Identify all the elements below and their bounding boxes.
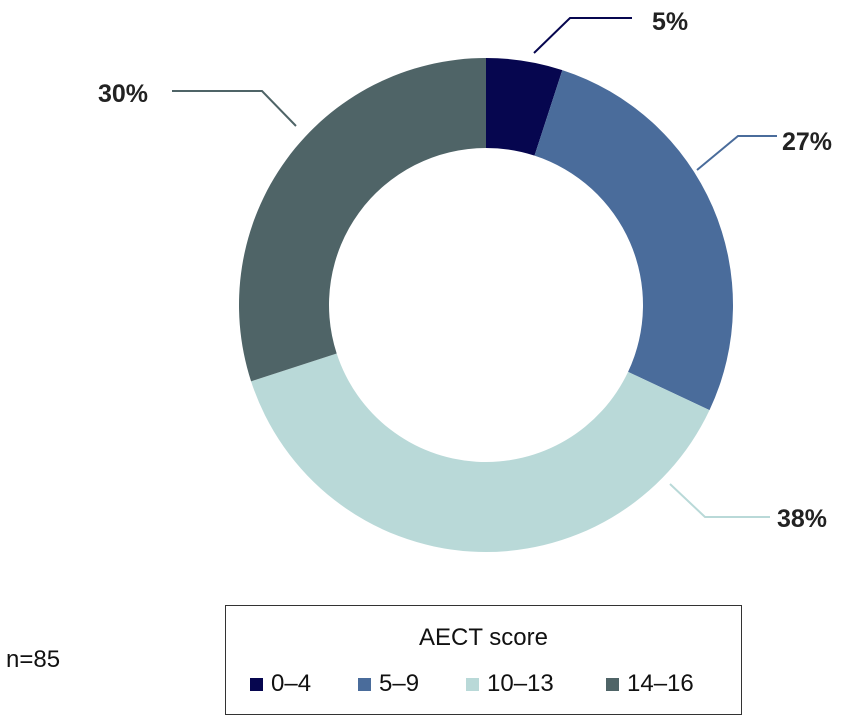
slice-labels: 5% 27% 38% 30% — [98, 8, 832, 533]
legend-swatch-5-9 — [358, 677, 371, 691]
donut-slices — [238, 58, 733, 553]
legend-swatch-10-13 — [466, 677, 479, 691]
donut-slice-0-4 — [486, 58, 563, 156]
slice-label-14-16: 30% — [98, 80, 148, 108]
leader-line-5-9 — [696, 135, 777, 171]
legend-label-0-4: 0–4 — [271, 670, 312, 697]
legend-item-0-4: 0–4 — [250, 670, 311, 698]
leader-lines — [172, 17, 777, 518]
legend-label-14-16: 14–16 — [627, 670, 694, 697]
legend-label-5-9: 5–9 — [379, 670, 420, 697]
legend-item-5-9: 5–9 — [358, 670, 419, 698]
donut-slice-5-9 — [534, 70, 733, 411]
sample-size-note: n=85 — [6, 646, 61, 673]
slice-label-10-13: 38% — [777, 505, 827, 533]
leader-line-14-16 — [172, 90, 297, 127]
legend-title: AECT score — [419, 624, 548, 651]
slice-label-0-4: 5% — [652, 8, 688, 36]
legend-swatch-0-4 — [250, 677, 263, 691]
legend-item-10-13: 10–13 — [466, 670, 554, 698]
leader-line-0-4 — [533, 17, 632, 54]
legend-swatch-14-16 — [606, 677, 619, 691]
donut-slice-10-13 — [251, 353, 710, 553]
donut-slice-14-16 — [238, 58, 486, 382]
leader-line-10-13 — [669, 483, 770, 518]
slice-label-5-9: 27% — [782, 128, 832, 156]
legend-label-10-13: 10–13 — [487, 670, 554, 697]
legend: AECT score 0–4 5–9 10–13 14–16 — [225, 605, 742, 715]
legend-item-14-16: 14–16 — [606, 670, 694, 698]
donut-chart: 5% 27% 38% 30% — [98, 8, 832, 553]
